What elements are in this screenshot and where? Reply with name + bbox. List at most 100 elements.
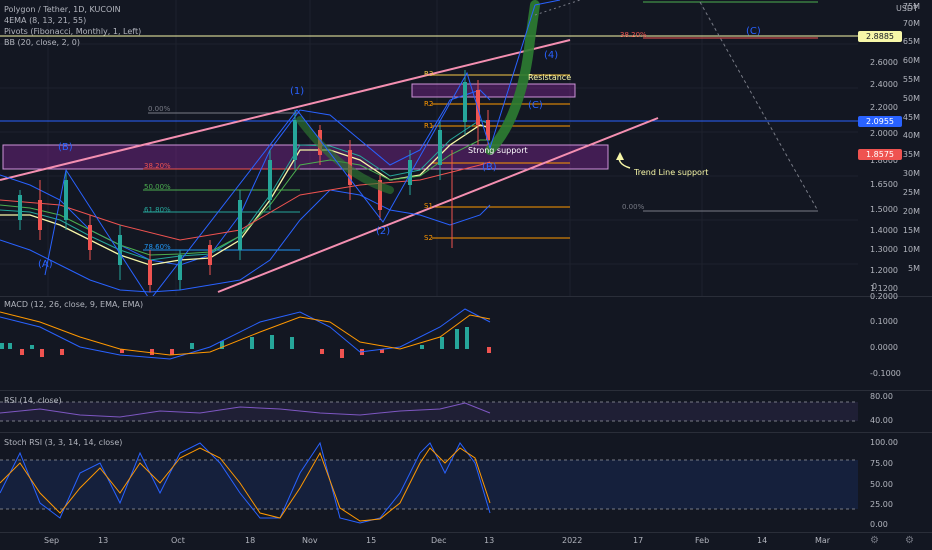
volume-tick: 0 (872, 282, 878, 291)
time-tick: Sep (44, 536, 60, 545)
wave-c-mid-label: (C) (528, 100, 543, 111)
stoch-tick: 100.00 (870, 438, 898, 447)
resistance-label: Resistance (528, 73, 572, 82)
price-tick: 1.4000 (870, 226, 898, 235)
stoch-tick: 50.00 (870, 480, 893, 489)
time-tick: Feb (695, 536, 710, 545)
stoch-axis[interactable]: 100.00 75.00 50.00 25.00 0.00 (858, 433, 932, 532)
price-tick: 2.4000 (870, 80, 898, 89)
fib-50-label: 50.00% (144, 183, 171, 191)
rsi-pane[interactable]: RSI (14, close) (0, 391, 858, 432)
macd-tick: 0.1000 (870, 317, 898, 326)
time-tick: Nov (302, 536, 318, 545)
price-tick: 1.8000 (870, 156, 898, 165)
fib-0-label: 0.00% (148, 105, 171, 113)
chart-legend: Polygon / Tether, 1D, KUCOIN 4EMA (8, 13… (4, 4, 141, 48)
rsi-chart[interactable] (0, 391, 858, 432)
time-axis[interactable]: Sep 13 Oct 18 Nov 15 Dec 13 2022 17 Feb … (0, 532, 932, 550)
volume-tick: 40M (902, 131, 920, 140)
pivot-s2: S2 (424, 234, 433, 242)
fib-618-label: 61.80% (144, 206, 171, 214)
volume-tick: 5M (908, 264, 920, 273)
time-tick: 17 (633, 536, 644, 545)
time-tick: Dec (431, 536, 447, 545)
volume-tick: 45M (902, 113, 920, 122)
time-tick: Mar (815, 536, 831, 545)
chart-options-icon[interactable]: ⚙ (905, 535, 914, 546)
price-tag-level: 2.8885 (858, 31, 902, 42)
volume-tick: 75M (902, 2, 920, 11)
pivot-r2: R2 (424, 100, 434, 108)
indicator-pivots[interactable]: Pivots (Fibonacci, Monthly, 1, Left) (4, 27, 142, 36)
volume-tick: 65M (902, 37, 920, 46)
fib-right-382-label: 38.20% (620, 31, 647, 39)
fib-786-label: 78.60% (144, 243, 171, 251)
stoch-tick: 25.00 (870, 500, 893, 509)
stoch-legend[interactable]: Stoch RSI (3, 3, 14, 14, close) (4, 438, 123, 447)
price-tick: 2.0000 (870, 129, 898, 138)
fib-382-label: 38.20% (144, 162, 171, 170)
indicator-ema[interactable]: 4EMA (8, 13, 21, 55) (4, 16, 87, 25)
price-tag-blue-line: 2.0955 (858, 116, 902, 127)
macd-tick: 0.0000 (870, 343, 898, 352)
stoch-rsi-chart[interactable] (0, 433, 858, 532)
symbol-title[interactable]: Polygon / Tether, 1D, KUCOIN (4, 5, 121, 14)
pane-separator[interactable] (0, 296, 932, 297)
price-tick: 2.6000 (870, 58, 898, 67)
rsi-axis[interactable]: 80.00 40.00 (858, 391, 932, 432)
macd-tick: 0.2000 (870, 292, 898, 301)
strong-support-label: Strong support (468, 146, 528, 155)
volume-tick: 10M (902, 245, 920, 254)
price-tick: 1.6500 (870, 180, 898, 189)
macd-axis[interactable]: 0.2000 0.1000 0.0000 -0.1000 (858, 292, 932, 390)
volume-tick: 55M (902, 75, 920, 84)
volume-tick: 60M (902, 56, 920, 65)
volume-tick: 25M (902, 188, 920, 197)
price-tick: 1.3000 (870, 245, 898, 254)
wave-c-right-label: (C) (746, 26, 761, 37)
price-tick: 1.1200 (870, 284, 898, 293)
price-chart[interactable] (0, 0, 858, 296)
volume-tick: 20M (902, 207, 920, 216)
fib-right-0-label: 0.00% (622, 203, 645, 211)
currency-label[interactable]: USDT (896, 4, 918, 13)
pane-separator[interactable] (0, 432, 932, 433)
pane-separator[interactable] (0, 390, 932, 391)
wave-a-label: (A) (38, 259, 53, 270)
time-tick: 14 (757, 536, 768, 545)
stoch-rsi-pane[interactable]: Stoch RSI (3, 3, 14, 14, close) (0, 433, 858, 532)
time-tick: 13 (98, 536, 109, 545)
price-tick: 1.5000 (870, 205, 898, 214)
time-tick: Oct (171, 536, 185, 545)
macd-pane[interactable]: MACD (12, 26, close, 9, EMA, EMA) (0, 297, 858, 390)
price-pane[interactable]: Polygon / Tether, 1D, KUCOIN 4EMA (8, 13… (0, 0, 858, 296)
rsi-legend[interactable]: RSI (14, close) (4, 396, 62, 405)
time-tick: 18 (245, 536, 256, 545)
pane-separator[interactable] (0, 532, 932, 533)
price-axis[interactable]: 2.8000 2.6000 2.4000 2.2000 2.0000 1.800… (858, 0, 932, 296)
stoch-tick: 75.00 (870, 459, 893, 468)
macd-legend[interactable]: MACD (12, 26, close, 9, EMA, EMA) (4, 300, 144, 309)
wave-1-label: (1) (290, 86, 305, 97)
wave-4-label: (4) (544, 50, 559, 61)
settings-gear-icon[interactable]: ⚙ (870, 535, 879, 546)
wave-b-small-label: (B) (482, 162, 497, 173)
price-tick: 2.2000 (870, 103, 898, 112)
price-tick: 1.2000 (870, 266, 898, 275)
pivot-r3: R3 (424, 70, 434, 78)
stoch-tick: 0.00 (870, 520, 888, 529)
indicator-bb[interactable]: BB (20, close, 2, 0) (4, 38, 80, 47)
macd-tick: -0.1000 (870, 369, 901, 378)
rsi-tick: 40.00 (870, 416, 893, 425)
macd-chart[interactable] (0, 297, 858, 390)
trend-line-support-label: Trend Line support (634, 168, 709, 177)
wave-b-label: (B) (58, 142, 73, 153)
volume-tick: 30M (902, 169, 920, 178)
volume-tick: 70M (902, 19, 920, 28)
pivot-s1: S1 (424, 202, 433, 210)
time-tick: 2022 (562, 536, 583, 545)
wave-2-label: (2) (376, 226, 391, 237)
volume-tick: 35M (902, 150, 920, 159)
pivot-r1: R1 (424, 122, 434, 130)
